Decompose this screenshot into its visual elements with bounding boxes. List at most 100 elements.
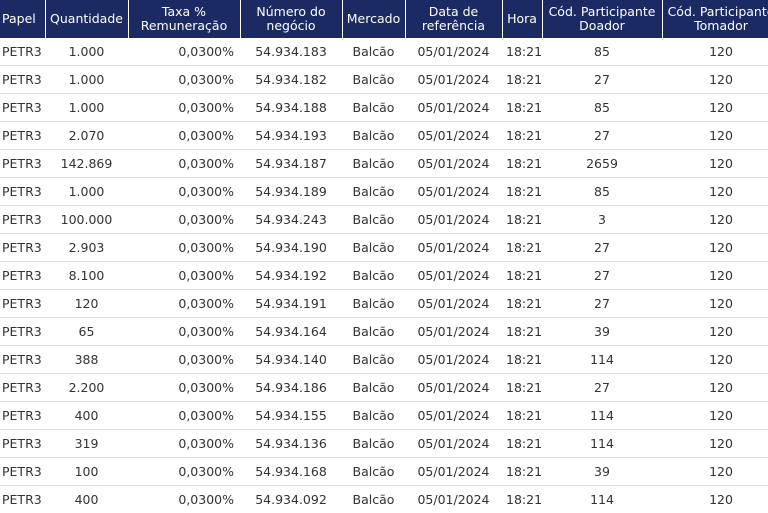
table-cell: 0,0300% [128, 121, 240, 150]
table-cell: Balcão [342, 177, 405, 206]
table-cell: 114 [542, 485, 662, 513]
table-cell: 05/01/2024 [405, 289, 502, 318]
column-header: Papel [0, 0, 46, 38]
table-cell: PETR3 [0, 38, 45, 66]
table-cell: 18:21 [502, 93, 542, 122]
table-cell: 27 [542, 289, 662, 318]
table-cell: 1.000 [45, 93, 128, 122]
table-cell: 54.934.186 [240, 373, 342, 402]
table-cell: 18:21 [502, 345, 542, 374]
table-cell: 54.934.136 [240, 429, 342, 458]
table-cell: 54.934.182 [240, 65, 342, 94]
table-cell: 18:21 [502, 65, 542, 94]
table-cell: Balcão [342, 373, 405, 402]
table-cell: 120 [662, 233, 768, 262]
table-cell: 05/01/2024 [405, 233, 502, 262]
table-cell: 54.934.190 [240, 233, 342, 262]
table-cell: 400 [45, 401, 128, 430]
table-cell: 05/01/2024 [405, 149, 502, 178]
table-cell: Balcão [342, 38, 405, 66]
table-cell: 114 [542, 401, 662, 430]
table-cell: 120 [662, 121, 768, 150]
table-cell: 05/01/2024 [405, 205, 502, 234]
column-header: Mercado [342, 0, 406, 38]
table-cell: 0,0300% [128, 457, 240, 486]
table-cell: 400 [45, 485, 128, 513]
table-cell: 120 [662, 38, 768, 66]
table-cell: 54.934.191 [240, 289, 342, 318]
table-row: PETR3 1.000 0,0300% 54.934.183 Balcão 05/01/2… [0, 38, 768, 66]
table-cell: 120 [662, 93, 768, 122]
table-cell: 54.934.243 [240, 205, 342, 234]
table-cell: 05/01/2024 [405, 65, 502, 94]
table-cell: 05/01/2024 [405, 177, 502, 206]
column-header: Hora [502, 0, 543, 38]
table-row: PETR3 388 0,0300% 54.934.140 Balcão 05/01/202… [0, 345, 768, 374]
table-cell: 3 [542, 205, 662, 234]
table-cell: 0,0300% [128, 317, 240, 346]
table-row: PETR3 8.100 0,0300% 54.934.192 Balcão 05/01/2… [0, 261, 768, 290]
table-cell: 8.100 [45, 261, 128, 290]
table-cell: 05/01/2024 [405, 429, 502, 458]
table-cell: 05/01/2024 [405, 93, 502, 122]
table-cell: 18:21 [502, 317, 542, 346]
table-cell: 54.934.155 [240, 401, 342, 430]
table-cell: 1.000 [45, 177, 128, 206]
table-cell: 05/01/2024 [405, 38, 502, 66]
table-cell: 18:21 [502, 205, 542, 234]
table-cell: 2.903 [45, 233, 128, 262]
table-cell: 100 [45, 457, 128, 486]
table-cell: 18:21 [502, 261, 542, 290]
table-cell: 114 [542, 345, 662, 374]
table-cell: PETR3 [0, 93, 45, 122]
table-cell: 0,0300% [128, 373, 240, 402]
table-cell: 18:21 [502, 38, 542, 66]
table-cell: 18:21 [502, 457, 542, 486]
table-cell: 27 [542, 65, 662, 94]
table-cell: 54.934.188 [240, 93, 342, 122]
table-cell: 05/01/2024 [405, 121, 502, 150]
table-cell: 120 [662, 401, 768, 430]
table-cell: 0,0300% [128, 401, 240, 430]
table-cell: 54.934.140 [240, 345, 342, 374]
table-cell: 2.070 [45, 121, 128, 150]
table-cell: 120 [662, 485, 768, 513]
table-cell: 0,0300% [128, 149, 240, 178]
table-cell: Balcão [342, 401, 405, 430]
table-cell: 0,0300% [128, 205, 240, 234]
table-cell: 120 [662, 373, 768, 402]
table-cell: PETR3 [0, 261, 45, 290]
table-cell: PETR3 [0, 429, 45, 458]
table-cell: 18:21 [502, 485, 542, 513]
table-cell: 27 [542, 373, 662, 402]
table-row: PETR3 2.070 0,0300% 54.934.193 Balcão 05/01/2… [0, 121, 768, 150]
table-cell: 05/01/2024 [405, 345, 502, 374]
table-cell: PETR3 [0, 149, 45, 178]
table-cell: Balcão [342, 289, 405, 318]
table-cell: 2659 [542, 149, 662, 178]
table-row: PETR3 400 0,0300% 54.934.092 Balcão 05/01/202… [0, 485, 768, 513]
table-cell: 85 [542, 93, 662, 122]
table-cell: 120 [662, 457, 768, 486]
table-cell: 18:21 [502, 289, 542, 318]
table-cell: 85 [542, 177, 662, 206]
table-cell: 0,0300% [128, 429, 240, 458]
table-cell: 0,0300% [128, 65, 240, 94]
table-row: PETR3 400 0,0300% 54.934.155 Balcão 05/01/202… [0, 401, 768, 430]
table-cell: Balcão [342, 457, 405, 486]
table-cell: 54.934.164 [240, 317, 342, 346]
table-cell: 39 [542, 317, 662, 346]
table-cell: 05/01/2024 [405, 457, 502, 486]
table-cell: 05/01/2024 [405, 317, 502, 346]
table-row: PETR3 1.000 0,0300% 54.934.188 Balcão 05/01/2… [0, 93, 768, 122]
table-cell: Balcão [342, 261, 405, 290]
table-cell: 05/01/2024 [405, 401, 502, 430]
table-row: PETR3 142.869 0,0300% 54.934.187 Balcão 05/01… [0, 149, 768, 178]
table-cell: 120 [45, 289, 128, 318]
table-cell: PETR3 [0, 373, 45, 402]
table-cell: PETR3 [0, 205, 45, 234]
table-cell: PETR3 [0, 233, 45, 262]
table-cell: 54.934.187 [240, 149, 342, 178]
table-cell: 0,0300% [128, 93, 240, 122]
